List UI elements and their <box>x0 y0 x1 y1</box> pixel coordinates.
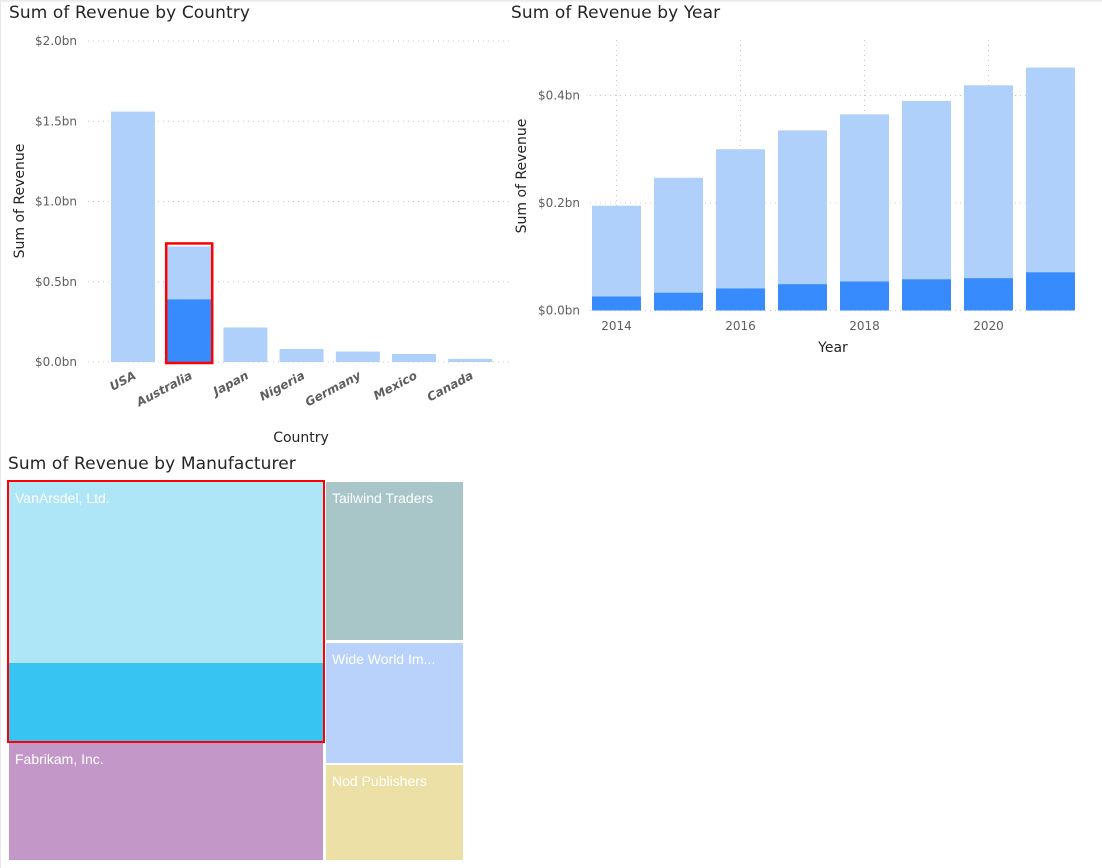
canvas-top-edge <box>0 0 1102 3</box>
bar-highlight-2015 <box>654 292 703 311</box>
chart-title: Sum of Revenue by Country <box>9 3 251 23</box>
x-tick-label: 2016 <box>725 319 756 333</box>
bar-highlight-2018 <box>840 281 889 311</box>
treemap-tile-label: VanArsdel, Ltd. <box>15 490 110 506</box>
bar-highlight-australia <box>167 299 212 362</box>
bar-canada <box>448 358 493 362</box>
treemap-tile-vanarsdel[interactable]: VanArsdel, Ltd. <box>7 480 325 743</box>
bar-highlight-2016 <box>716 288 765 311</box>
x-tick-label: 2020 <box>973 319 1004 333</box>
treemap-tile-wide-world[interactable]: Wide World Im... <box>326 643 463 763</box>
treemap-tile-label: Tailwind Traders <box>332 490 434 506</box>
canvas-left-edge <box>0 0 1 868</box>
treemap-tile-label: Nod Publishers <box>332 773 427 789</box>
x-axis-title: Country <box>273 430 329 446</box>
treemap-tile-label: Wide World Im... <box>332 651 436 667</box>
revenue-by-year-visual[interactable]: Sum of Revenue by Year $0.0bn $0.2bn $0.4b… <box>0 0 1102 450</box>
chart-title: Sum of Revenue by Manufacturer <box>8 454 296 474</box>
x-tick-label: 2018 <box>849 319 880 333</box>
bar-2017 <box>778 130 827 311</box>
revenue-by-manufacturer-visual[interactable]: Sum of Revenue by Manufacturer VanArsdel… <box>0 450 480 868</box>
bar-highlight-2014 <box>592 296 641 311</box>
y-tick-label: $1.5bn <box>35 114 77 128</box>
y-tick-label: $0.4bn <box>538 89 580 103</box>
y-axis-title: Sum of Revenue <box>12 144 28 259</box>
bar-highlight-2020 <box>964 278 1013 311</box>
year-bar-chart: $0.0bn $0.2bn $0.4bn 2014 2016 2018 2020 Year Su… <box>514 40 1075 356</box>
treemap-tile-nod[interactable]: Nod Publishers <box>326 765 463 860</box>
bar-highlight-2017 <box>778 284 827 311</box>
treemap-tile-tailwind[interactable]: Tailwind Traders <box>326 482 463 640</box>
y-axis-title: Sum of Revenue <box>514 119 530 234</box>
bar-2021 <box>1026 67 1075 311</box>
treemap-tile-label: Fabrikam, Inc. <box>15 751 104 767</box>
selection-border <box>164 242 214 365</box>
bar-highlight-2019 <box>902 279 951 311</box>
bar-2015 <box>654 177 703 311</box>
y-tick-label: $1.0bn <box>35 195 77 209</box>
bar-2019 <box>902 100 951 311</box>
bar-mexico <box>392 353 436 362</box>
revenue-by-country-visual[interactable]: Sum of Revenue by Country $0.0bn $0.5bn $1… <box>0 0 520 450</box>
chart-title: Sum of Revenue by Year <box>511 3 721 23</box>
y-tick-label: $0.0bn <box>35 355 77 369</box>
y-tick-label: $0.2bn <box>538 196 580 210</box>
x-tick-label: 2014 <box>601 319 632 333</box>
country-bar-chart: $0.0bn$0.5bn$1.0bn$1.5bn$2.0bnUSAAustral… <box>12 34 512 446</box>
bar-highlight-2021 <box>1026 272 1075 311</box>
treemap-tile-fabrikam[interactable]: Fabrikam, Inc. <box>9 743 323 860</box>
bar-2014 <box>592 205 641 311</box>
bar-japan <box>223 327 268 362</box>
treemap-tile-highlight <box>9 663 323 741</box>
y-tick-label: $0.0bn <box>538 304 580 318</box>
bar-usa <box>111 111 155 363</box>
selection-border <box>7 480 325 743</box>
bar-germany <box>335 351 380 362</box>
bar-2018 <box>840 114 889 311</box>
y-tick-label: $0.5bn <box>35 275 77 289</box>
bar-2016 <box>716 149 765 311</box>
x-axis-title: Year <box>817 340 848 356</box>
bar-nigeria <box>279 348 324 362</box>
bar-2020 <box>964 85 1013 311</box>
y-tick-label: $2.0bn <box>35 34 77 48</box>
